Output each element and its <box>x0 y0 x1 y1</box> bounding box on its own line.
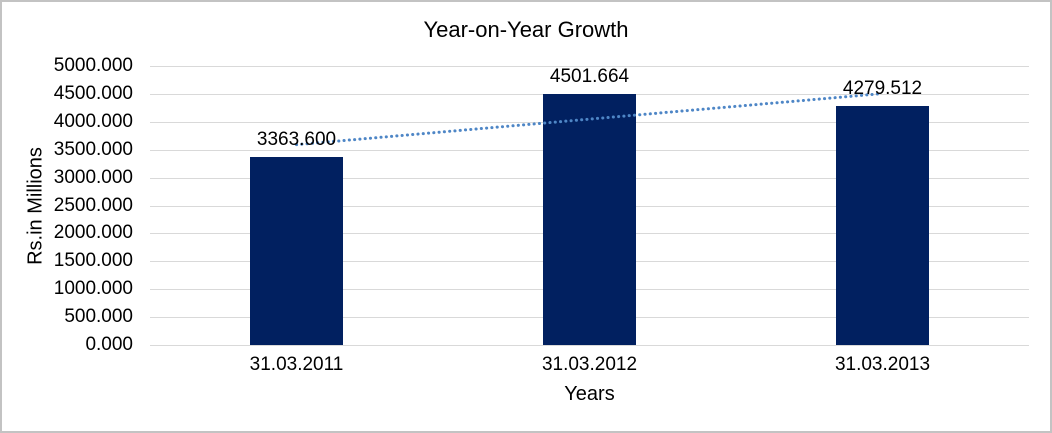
y-tick-label: 500.000 <box>64 306 133 328</box>
x-tick-label: 31.03.2013 <box>834 354 931 375</box>
bar-value-label: 3363.600 <box>256 129 337 151</box>
plot-area: 3363.600 4501.664 4279.512 <box>150 65 1029 346</box>
bar-value-label: 4501.664 <box>549 65 630 87</box>
gridline <box>150 66 1029 67</box>
bar <box>543 93 636 345</box>
y-tick-label: 3000.000 <box>53 166 133 188</box>
chart-title: Year-on-Year Growth <box>423 17 629 42</box>
y-axis-labels: 0.000 500.000 1000.000 1500.000 2000.000 2500… <box>2 55 133 355</box>
y-tick-label: 2500.000 <box>53 194 133 216</box>
x-tick-label: 31.03.2012 <box>541 354 638 375</box>
x-axis-labels: 31.03.2011 31.03.2012 31.03.2013 <box>150 354 1029 378</box>
y-tick-label: 4000.000 <box>53 110 133 132</box>
bar <box>250 157 343 345</box>
bar-value-label: 4279.512 <box>842 78 923 100</box>
gridline <box>150 345 1029 346</box>
y-tick-label: 2000.000 <box>53 222 133 244</box>
y-tick-label: 4500.000 <box>53 82 133 104</box>
y-tick-label: 1500.000 <box>53 250 133 272</box>
y-tick-label: 5000.000 <box>53 55 133 76</box>
x-tick-label: 31.03.2011 <box>249 354 344 375</box>
bar <box>836 106 929 345</box>
x-axis-title: Years <box>564 383 615 405</box>
y-tick-label: 0.000 <box>85 334 133 355</box>
y-tick-label: 3500.000 <box>53 138 133 160</box>
y-tick-label: 1000.000 <box>53 278 133 300</box>
